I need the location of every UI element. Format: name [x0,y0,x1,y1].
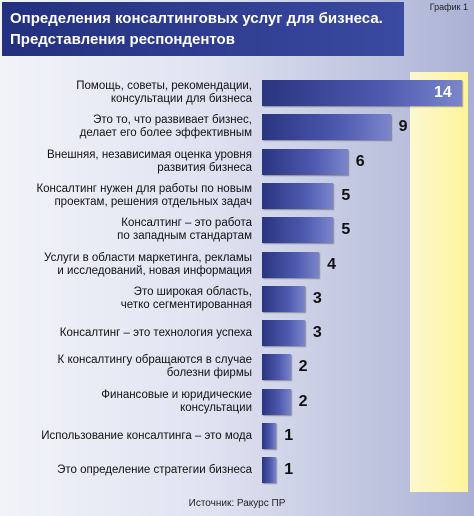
category-label: Это определение стратегии бизнеса [57,463,252,476]
category-label: Консалтинг нужен для работы по новым про… [36,182,252,208]
bar [262,320,305,347]
chart-title: Определения консалтинговых услуг для биз… [2,2,404,56]
category-label: Внешняя, независимая оценка уровня разви… [46,148,252,174]
value-label: 4 [327,255,337,273]
value-label: 1 [284,461,294,479]
background-strip [410,72,468,492]
source: Источник: Ракурс ПР [188,498,286,509]
category-label: Финансовые и юридические консультации [101,388,252,414]
bar [262,80,462,106]
bar [262,217,334,244]
value-label: 3 [312,289,322,307]
value-label: 6 [355,152,365,170]
category-label: Использование консалтинга – это мода [41,429,252,442]
value-label: 14 [434,84,452,101]
value-label: 5 [341,221,351,239]
bar [262,285,305,312]
value-label: 1 [284,427,294,444]
bar [262,182,334,209]
category-label: Это широкая область, четко сегментирован… [120,285,252,311]
bar [262,354,291,381]
category-label: Это то, что развивает бизнес, делает его… [79,114,252,140]
bar [262,114,391,141]
bar [262,457,277,484]
bar [262,251,320,278]
category-label: Консалтинг – это технология успеха [59,326,252,339]
bar [262,148,348,175]
category-label: Консалтинг – это работа по западным стан… [117,217,252,243]
category-label: К консалтингу обращаются в случае болезн… [57,354,252,380]
bar [262,388,291,415]
bar [262,423,277,449]
value-label: 9 [398,118,408,136]
value-label: 2 [298,392,308,410]
figure-label: График 1 [429,2,468,12]
value-label: 5 [341,186,351,204]
category-label: Помощь, советы, рекомендации, консультац… [76,80,252,105]
category-label: Услуги в области маркетинга, рекламы и и… [44,251,252,277]
value-label: 3 [312,324,322,342]
value-label: 2 [298,358,308,376]
